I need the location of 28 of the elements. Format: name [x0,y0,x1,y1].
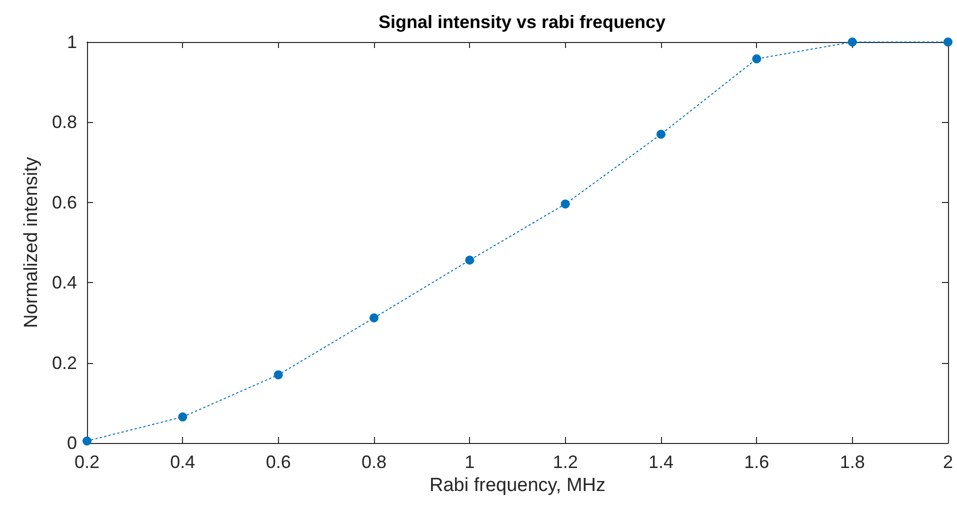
x-tick-label: 1.2 [552,452,578,472]
point [370,313,378,322]
x-tick-label: 0.8 [361,452,387,472]
y-tick-label: 0.6 [52,192,77,212]
x-tick-label: 1 [464,452,475,472]
x-axis-title: Rabi frequency, MHz [430,474,606,496]
y-tick-label: 1 [66,32,77,52]
x-tick-label: 0.4 [170,452,196,472]
x-tick-label: 1.6 [744,452,770,472]
y-tick-label: 0 [66,433,77,453]
point [465,256,474,265]
point [944,38,952,46]
point [82,436,92,446]
point [274,370,283,380]
x-tick-label: 0.6 [266,452,291,472]
point [178,412,188,422]
point [752,54,762,64]
y-tick-label: 0.8 [52,112,77,132]
y-axis-title: Normalized intensity [21,156,42,328]
y-tick-label: 0.4 [52,272,77,293]
x-tick-label: 2 [942,452,954,472]
chart-title: Signal intensity vs rabi frequency [378,12,666,32]
x-tick-label: 1.4 [648,452,674,472]
x-tick-label: 1.8 [840,452,865,472]
point [560,200,570,208]
point [656,130,666,139]
y-tick-label: 0.2 [52,352,77,373]
point [848,38,857,46]
